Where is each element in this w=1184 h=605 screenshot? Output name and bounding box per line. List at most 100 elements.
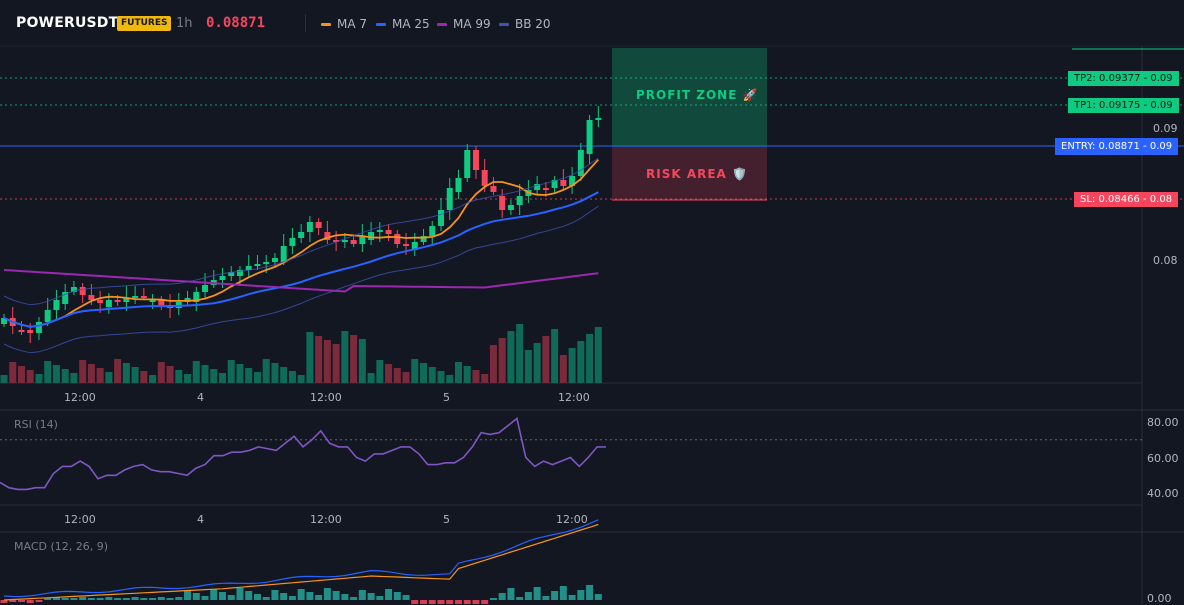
volume-bar: [524, 350, 532, 383]
macd-histogram-bar: [114, 598, 122, 600]
macd-pane-title: MACD (12, 26, 9): [14, 540, 109, 553]
macd-histogram-bar: [594, 594, 602, 600]
candle-body: [577, 150, 584, 176]
macd-histogram-bar: [446, 600, 454, 604]
macd-histogram-bar: [498, 593, 506, 600]
volume-bar: [594, 327, 602, 383]
sl-value: SL: 0.08466: [1080, 194, 1140, 205]
macd-histogram-bar: [157, 597, 165, 600]
volume-bar: [420, 363, 428, 383]
macd-histogram-bar: [280, 593, 288, 600]
volume-bar: [114, 359, 122, 383]
macd-histogram-bar: [253, 594, 261, 600]
price-tick-high: 0.09: [1153, 122, 1178, 135]
futures-badge: FUTURES: [117, 16, 172, 31]
legend-ma25[interactable]: MA 25: [376, 17, 430, 31]
candle-body: [446, 188, 453, 210]
ma7-line: [3, 159, 599, 328]
macd-histogram-bar: [385, 589, 393, 600]
macd-histogram-bar: [26, 600, 34, 603]
candle-body: [507, 205, 514, 210]
rsi-time-tick: 5: [443, 513, 450, 526]
macd-histogram-bar: [271, 590, 279, 600]
volume-bar: [315, 336, 323, 383]
volume-bar: [446, 375, 454, 383]
candle-body: [193, 292, 200, 302]
macd-histogram-bar: [262, 597, 270, 600]
rsi-pane-title: RSI (14): [14, 418, 58, 431]
candle-body: [35, 322, 42, 333]
macd-histogram-bar: [166, 598, 174, 600]
volume-bar: [280, 367, 288, 383]
volume-bar: [70, 373, 78, 383]
candle-body: [263, 262, 270, 264]
volume-bar: [166, 366, 174, 383]
volume-bar: [463, 366, 471, 383]
volume-bar: [402, 372, 410, 383]
candle-body: [586, 120, 593, 154]
macd-histogram-bar: [122, 598, 130, 600]
profit-zone-label: PROFIT ZONE 🚀: [636, 88, 759, 102]
time-tick: 12:00: [310, 391, 342, 404]
volume-bar: [332, 344, 340, 383]
macd-histogram-bar: [175, 597, 183, 600]
macd-histogram-bar: [96, 598, 104, 600]
candle-body: [542, 188, 549, 190]
macd-line: [3, 519, 599, 598]
macd-histogram-bar: [245, 591, 253, 600]
volume-bar: [367, 373, 375, 383]
macd-histogram-bar: [323, 588, 331, 600]
symbol-name[interactable]: POWERUSDT: [16, 15, 119, 31]
candle-body: [18, 330, 25, 332]
volume-bar: [253, 372, 261, 383]
macd-histogram-bar: [463, 600, 471, 604]
header-bar: POWERUSDT FUTURES 1h 0.08871 MA 7 MA 25 …: [0, 0, 1184, 46]
tp1-axis-value: 0.09: [1150, 100, 1173, 111]
macd-histogram-bar: [559, 586, 567, 600]
macd-histogram-bar: [586, 585, 594, 600]
macd-histogram-bar: [70, 598, 78, 600]
volume-bar: [105, 372, 113, 383]
macd-histogram-bar: [341, 594, 349, 600]
legend-bb20[interactable]: BB 20: [499, 17, 551, 31]
candle-body: [114, 300, 121, 302]
legend-ma7-label: MA 7: [337, 17, 368, 31]
volume-bar: [350, 335, 358, 383]
macd-histogram-bar: [227, 595, 235, 600]
candle-body: [341, 240, 348, 242]
macd-histogram-bar: [61, 598, 69, 600]
timeframe-label[interactable]: 1h: [176, 16, 193, 31]
volume-bar: [262, 359, 270, 383]
sl-price-label: SL: 0.08466 - 0.08: [1074, 192, 1179, 207]
volume-bar: [210, 369, 218, 383]
candle-body: [411, 242, 418, 250]
time-tick: 4: [197, 391, 204, 404]
legend-ma25-label: MA 25: [392, 17, 430, 31]
rsi-tick-40: 40.00: [1147, 487, 1179, 500]
time-tick: 5: [443, 391, 450, 404]
legend-bb20-label: BB 20: [515, 17, 551, 31]
last-price: 0.08871: [206, 15, 266, 31]
volume-bar: [35, 374, 43, 383]
candle-body: [158, 300, 165, 305]
candle-body: [394, 234, 401, 244]
macd-histogram-bar: [35, 600, 43, 602]
macd-histogram-bar: [577, 590, 585, 600]
candle-body: [140, 296, 147, 298]
tp2-axis-value: 0.09: [1150, 73, 1173, 84]
volume-bar: [358, 339, 366, 383]
ma99-swatch-icon: [437, 22, 447, 26]
legend-ma7[interactable]: MA 7: [321, 17, 367, 31]
ma99-line: [3, 269, 599, 293]
legend-ma99[interactable]: MA 99: [437, 17, 491, 31]
volume-bar: [437, 371, 445, 383]
candle-body: [132, 296, 139, 298]
volume-bar: [376, 360, 384, 383]
candle-body: [403, 244, 410, 246]
candle-body: [62, 292, 69, 304]
volume-bar: [79, 360, 87, 383]
sl-axis-value: 0.08: [1149, 194, 1173, 205]
macd-histogram-bar: [472, 600, 480, 604]
macd-histogram-bar: [393, 592, 401, 600]
